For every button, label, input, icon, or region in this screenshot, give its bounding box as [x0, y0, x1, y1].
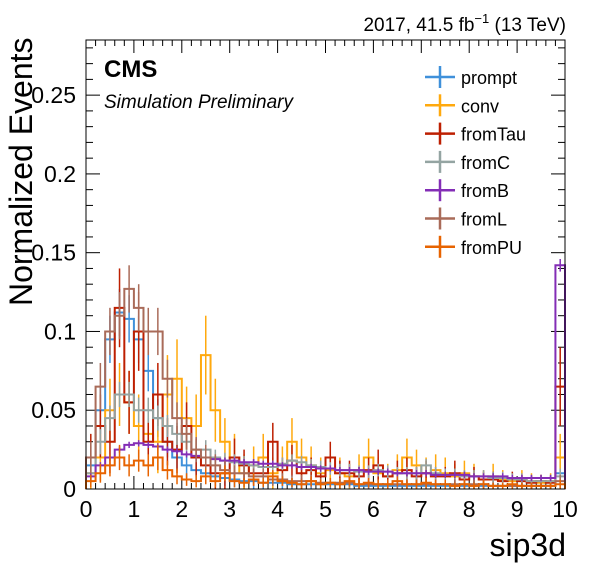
x-tick-label: 9: [511, 496, 524, 522]
x-tick-label: 4: [271, 496, 284, 522]
legend-item-fromL: fromL: [425, 207, 507, 230]
y-tick-label: 0.15: [31, 240, 76, 266]
legend-item-fromPU: fromPU: [425, 235, 522, 258]
legend-label: fromL: [461, 210, 507, 230]
y-tick-label: 0.1: [44, 318, 76, 344]
plot-frame: [85, 39, 566, 490]
histogram-series: [85, 258, 566, 489]
lumi-right: (13 TeV): [489, 15, 566, 36]
legend-item-conv: conv: [425, 94, 499, 117]
series-fromPU: [85, 444, 566, 489]
lumi-left: 2017, 41.5 fb: [363, 15, 474, 36]
legend-item-prompt: prompt: [425, 66, 517, 88]
legend-label: fromTau: [461, 125, 526, 145]
x-axis-title: sip3d: [490, 527, 567, 563]
luminosity-label: 2017, 41.5 fb−1 (13 TeV): [363, 11, 566, 36]
legend-label: fromC: [461, 153, 510, 173]
histogram-line: [85, 264, 566, 489]
x-tick-label: 3: [223, 496, 236, 522]
status-label: Simulation Preliminary: [104, 92, 295, 113]
x-tick-label: 2: [175, 496, 188, 522]
y-tick-label: 0.2: [44, 161, 76, 187]
axes: 0 1 2 3 4 5 6 7 8 9 10 0 0.05 0.1 0.15 0.2 0.25: [31, 40, 578, 522]
legend-item-fromB: fromB: [425, 179, 509, 202]
x-tick-label: 6: [367, 496, 380, 522]
x-tick-label: 8: [463, 496, 476, 522]
x-tick-label: 10: [552, 496, 578, 522]
x-tick-label: 1: [128, 496, 141, 522]
legend: prompt conv fromTau fromC fromB fromL fromPU: [425, 66, 526, 258]
histogram-line: [85, 456, 566, 489]
legend-item-fromTau: fromTau: [425, 122, 526, 145]
legend-label: conv: [461, 96, 499, 116]
y-tick-label: 0: [63, 476, 76, 502]
histogram-line: [85, 306, 566, 489]
y-tick-label: 0.05: [31, 397, 76, 423]
y-tick-label: 0.25: [31, 82, 76, 108]
x-tick-label: 0: [80, 496, 93, 522]
y-axis-title: Normalized Events: [3, 37, 39, 306]
x-tick-label: 7: [415, 496, 428, 522]
legend-item-fromC: fromC: [425, 150, 510, 173]
legend-label: fromPU: [461, 238, 522, 258]
legend-label: fromB: [461, 181, 509, 201]
legend-label: prompt: [461, 68, 517, 88]
experiment-label: CMS: [104, 56, 157, 83]
x-tick-label: 5: [319, 496, 332, 522]
lumi-exponent: −1: [474, 11, 489, 26]
